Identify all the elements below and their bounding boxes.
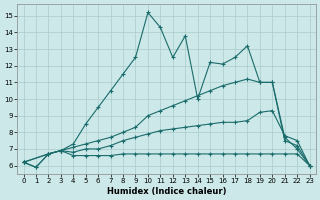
X-axis label: Humidex (Indice chaleur): Humidex (Indice chaleur) <box>107 187 226 196</box>
